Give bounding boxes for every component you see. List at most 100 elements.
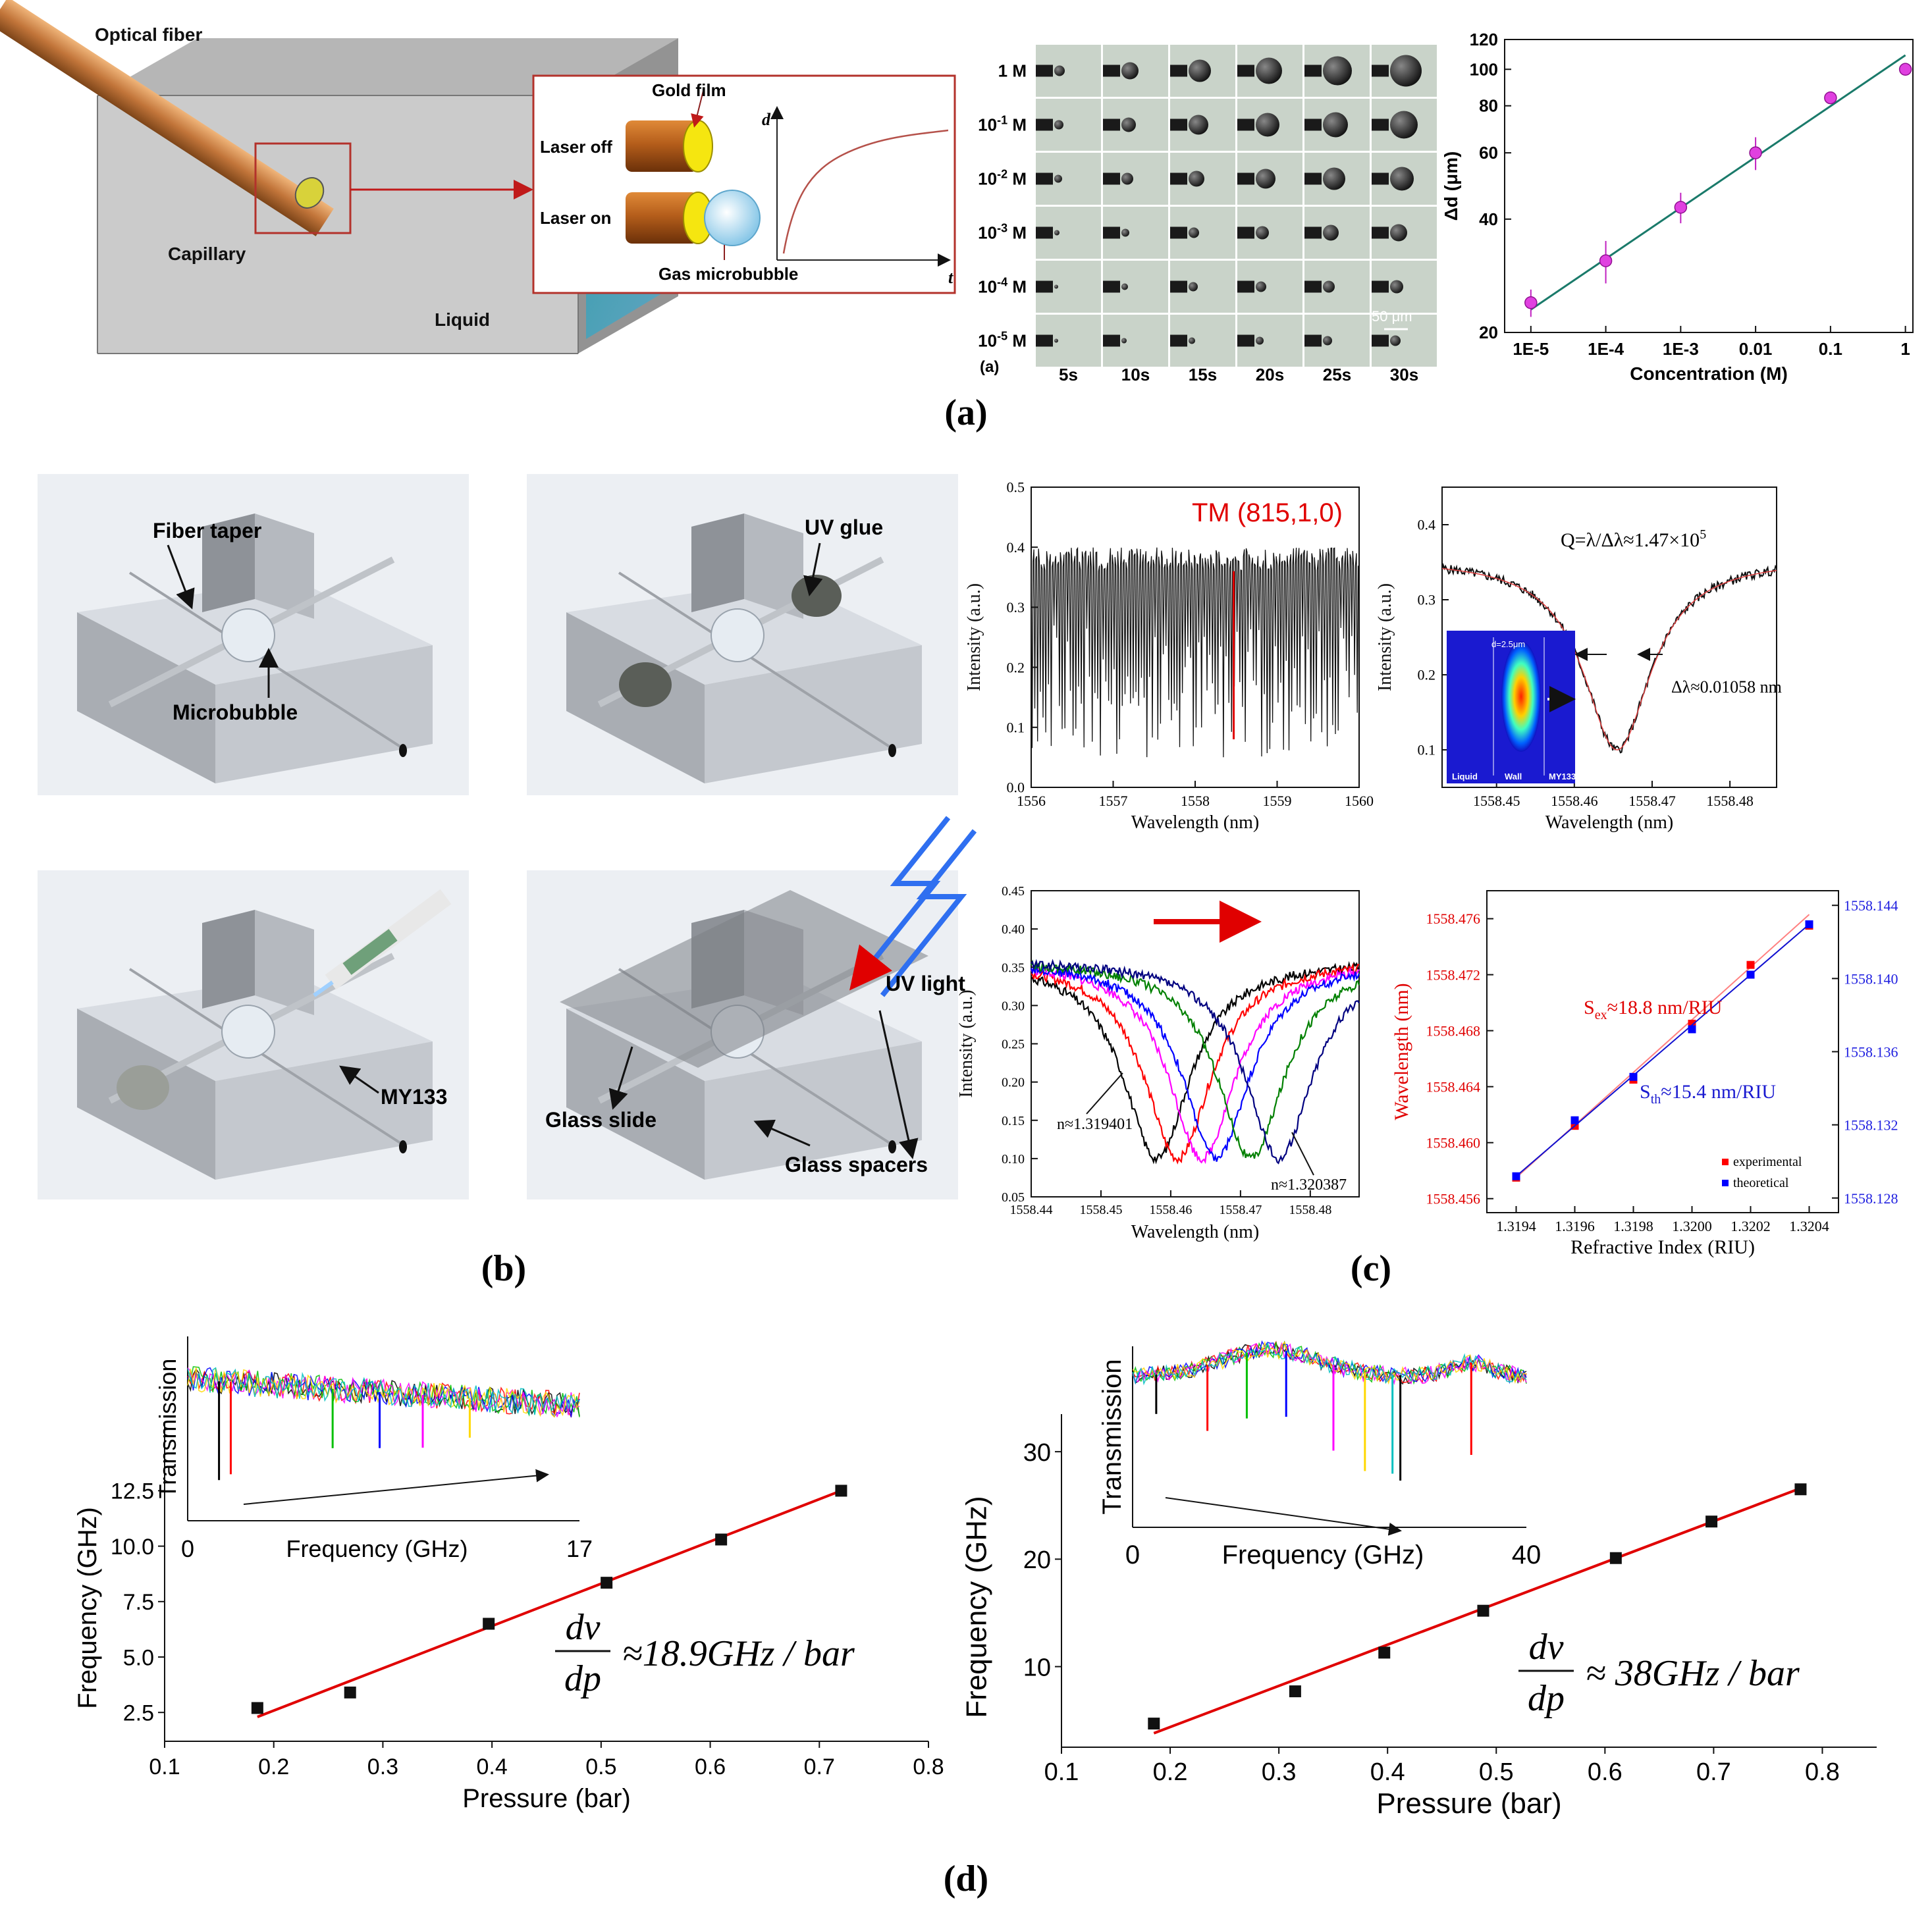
x-tick-label: 1558.46 (1551, 793, 1598, 809)
y-tick-label: 0.5 (1007, 479, 1025, 496)
concentration-row-label: 10-4 M (978, 276, 1027, 297)
x-tick-label: 0.6 (1588, 1758, 1623, 1786)
time-column-label: 10s (1121, 365, 1150, 384)
x-tick-label: 0.2 (1153, 1758, 1188, 1786)
y2-tick-label: 1558.140 (1844, 970, 1898, 987)
spectrum-series-1 (1031, 960, 1360, 1165)
syringe-liquid (342, 929, 398, 975)
microbubble-icon (711, 608, 765, 662)
inset-trace (1132, 1340, 1527, 1385)
data-point-theoretical (1629, 1072, 1638, 1081)
gold-film-icon (683, 120, 713, 172)
pointer-arrow (608, 1046, 633, 1110)
data-point (601, 1577, 613, 1589)
uv-light-label: UV light (886, 972, 965, 995)
spectrum-series-5 (1030, 959, 1360, 1159)
x-tick-label: 1558.47 (1628, 793, 1676, 809)
x-tick-label: 1E-3 (1663, 339, 1699, 359)
bubble-mark (1054, 284, 1058, 289)
bubble-mark (1256, 113, 1279, 137)
y-tick-label: 100 (1470, 59, 1498, 79)
fiber-tip (1103, 334, 1120, 347)
gas-microbubble-label: Gas microbubble (658, 264, 798, 284)
y-tick-label: 1558.456 (1426, 1190, 1481, 1207)
fit-line (257, 1489, 842, 1718)
y-axis-title: Intensity (a.u.) (964, 583, 984, 691)
fiber-tip (1036, 334, 1053, 347)
y-tick-label: 10 (1023, 1654, 1051, 1681)
uv-glue-icon (792, 575, 842, 617)
uv-glue-icon (117, 1065, 169, 1110)
pointer-arrow (803, 542, 823, 596)
x-tick-label: 1559 (1263, 793, 1292, 809)
holder-post (691, 513, 744, 612)
inset-trace (1132, 1340, 1527, 1385)
x-tick-label: 1558 (1181, 793, 1210, 809)
eq-denominator: dp (1528, 1678, 1565, 1719)
y-tick-label: 0.15 (1002, 1114, 1025, 1128)
bubble-mark (1189, 227, 1199, 238)
inset-trace (1132, 1340, 1527, 1385)
bubble-mark (1323, 336, 1332, 346)
n-high-pointer (1291, 1132, 1314, 1176)
data-point (1289, 1685, 1301, 1698)
q-factor-label: Q=λ/Δλ≈1.47×105 (1561, 527, 1706, 551)
bubble-mark (1189, 282, 1198, 292)
x-tick-label: 0.8 (1805, 1758, 1840, 1786)
inset-x-tick: 40 (1512, 1540, 1542, 1569)
bubble-mark (1323, 56, 1352, 86)
chart-sensitivity: 1.3194 1.3196 1.3198 1.3200 1.3202 1.3204 1558… (1391, 890, 1898, 1258)
y-tick-label: 2.5 (123, 1700, 154, 1725)
bubble-mark (1054, 65, 1065, 76)
mode-profile-field (1501, 641, 1541, 752)
concentration-row-label: 10-1 M (978, 114, 1027, 135)
holder-left (77, 612, 215, 783)
micrograph-sublabel: (a) (980, 358, 999, 376)
bubble-mark (1256, 226, 1269, 240)
panel-a-micrographs: 1 M 10-1 M 10-2 M 10-3 M 10-4 M 10-5 M 5s 10s 15… (978, 45, 1437, 384)
fiber-tip (1170, 118, 1187, 131)
panel-b-fabrication: Fiber taper Microbubble UV glue MY133 UV lig… (38, 474, 977, 1199)
legend-experimental: experimental (1733, 1155, 1802, 1169)
n-high-label: n≈1.320387 (1271, 1176, 1347, 1194)
spectrum-series-2 (1031, 962, 1360, 1165)
bubble-mark (1121, 283, 1128, 290)
fit-line (1530, 54, 1906, 311)
time-column-label: 15s (1189, 365, 1217, 384)
y-tick-label: 1558.464 (1426, 1078, 1481, 1095)
fiber-tip (1304, 334, 1322, 347)
plot-frame (1031, 890, 1360, 1197)
my133-label: MY133 (381, 1085, 447, 1109)
fiber-tip (1237, 280, 1254, 293)
holder-right (705, 1041, 922, 1180)
fiber-tip (1372, 172, 1389, 185)
y-axis-title: Frequency (GHz) (961, 1496, 993, 1718)
x-axis-title: Pressure (bar) (1376, 1787, 1561, 1820)
x-tick-label: 0.1 (1819, 339, 1842, 359)
x-tick-label: 1558.45 (1079, 1203, 1122, 1217)
y2-tick-label: 1558.144 (1844, 897, 1898, 914)
y-tick-label: 1558.468 (1426, 1022, 1481, 1039)
bubble-mark (1054, 120, 1063, 130)
data-point (251, 1702, 263, 1714)
bubble-mark (1390, 335, 1401, 346)
fiber-tip (1170, 172, 1187, 185)
fiber-tip (1036, 172, 1053, 185)
capillary-label: Capillary (168, 244, 246, 264)
y-axis-title: Intensity (a.u.) (956, 989, 977, 1097)
x-tick-label: 0.6 (695, 1754, 726, 1779)
spectrum-series-6 (1031, 959, 1360, 1165)
concentration-row-label: 1 M (998, 61, 1027, 81)
fiber-tip (1304, 280, 1322, 293)
data-point-theoretical (1570, 1116, 1579, 1124)
time-column-label: 5s (1059, 365, 1078, 384)
chart-spectrum: 1556 1557 1558 1559 1560 0.0 0.1 0.2 0.3 0.4 0.5 Wa… (964, 479, 1374, 833)
fiber-tip (1036, 280, 1053, 293)
uv-glue-icon (619, 662, 672, 707)
x-tick-label: 1.3200 (1672, 1218, 1712, 1234)
data-point (1824, 91, 1837, 105)
data-point (1599, 254, 1613, 267)
fiber-taper-line (128, 968, 408, 1148)
x-tick-label: 0.1 (149, 1754, 180, 1779)
fiber-tip (1103, 226, 1120, 239)
